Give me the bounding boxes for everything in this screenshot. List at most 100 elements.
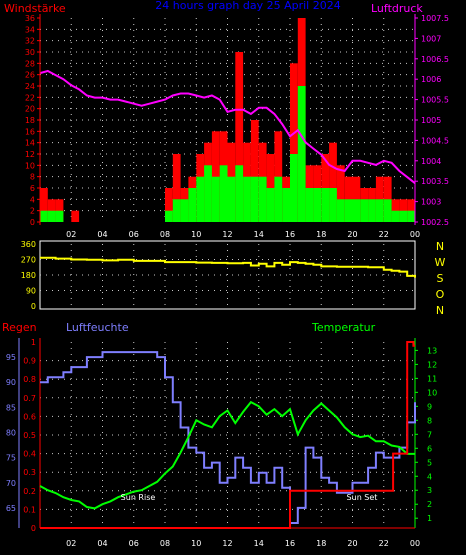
- wind-bar: [47, 210, 56, 222]
- wind-bar: [266, 188, 275, 222]
- wind-bar: [344, 199, 353, 222]
- compass-label: O: [436, 288, 445, 301]
- gust-bar: [274, 131, 283, 222]
- temperature-line: [39, 400, 415, 510]
- wind-tick-label: 28: [25, 59, 35, 68]
- rain-line: [40, 341, 415, 529]
- direction-tick-label: 0: [31, 302, 36, 311]
- humidity-temperature-rain-plot: 00.10.20.30.40.50.60.70.80.9165707580859…: [6, 338, 437, 548]
- rain-tick-label: 0.1: [23, 505, 36, 514]
- time-tick-label: 08: [160, 539, 170, 548]
- pressure-tick-label: 1007.5: [421, 14, 449, 23]
- wind-tick-label: 16: [25, 127, 35, 136]
- humidity-axis-title: Luftfeuchte: [66, 321, 129, 334]
- chart-title: 24 hours graph day 25 April 2024: [155, 0, 340, 12]
- pressure-tick-label: 1004: [421, 157, 441, 166]
- temperature-axis-title: Temperatur: [311, 321, 376, 334]
- wind-tick-label: 10: [25, 161, 35, 170]
- wind-bar: [290, 154, 298, 222]
- temperature-tick-label: 11: [427, 374, 437, 383]
- rain-tick-label: 0.9: [23, 357, 36, 366]
- time-tick-label: 04: [97, 230, 107, 239]
- gust-bar: [399, 199, 408, 222]
- gust-bar: [172, 154, 181, 222]
- pressure-tick-label: 1003: [421, 198, 441, 207]
- temperature-tick-label: 5: [427, 458, 432, 467]
- wind-tick-label: 22: [25, 93, 35, 102]
- direction-tick-label: 270: [21, 256, 36, 265]
- temperature-tick-label: 4: [427, 472, 432, 481]
- wind-bar: [407, 210, 415, 222]
- time-tick-label: 14: [254, 230, 264, 239]
- wind-tick-label: 4: [30, 195, 35, 204]
- pressure-line: [39, 69, 416, 184]
- humidity-tick-label: 85: [6, 403, 16, 412]
- wind-bar: [243, 176, 251, 222]
- time-tick-label: 04: [97, 539, 107, 548]
- gust-bar: [55, 199, 64, 222]
- wind-tick-label: 2: [30, 207, 35, 216]
- gust-bar: [407, 199, 415, 222]
- wind-tick-label: 8: [30, 173, 35, 182]
- direction-tick-label: 360: [21, 240, 36, 249]
- compass-label: W: [435, 256, 446, 269]
- wind-bar: [172, 199, 181, 222]
- time-tick-label: 12: [222, 539, 232, 548]
- rain-tick-label: 0.7: [23, 394, 36, 403]
- rain-tick-label: 0.4: [23, 450, 36, 459]
- wind-bar: [250, 176, 259, 222]
- wind-bar: [305, 188, 314, 222]
- wind-bar: [227, 176, 236, 222]
- time-tick-label: 02: [66, 230, 76, 239]
- time-tick-label: 18: [316, 230, 326, 239]
- wind-bar: [235, 165, 244, 222]
- temperature-tick-label: 3: [427, 486, 432, 495]
- wind-bar: [55, 210, 64, 222]
- temperature-tick-label: 2: [427, 500, 432, 509]
- wind-tick-label: 34: [25, 25, 35, 34]
- time-tick-label: 06: [129, 539, 139, 548]
- wind-bar: [219, 165, 228, 222]
- gust-bar: [40, 188, 48, 222]
- time-tick-label: 08: [160, 230, 170, 239]
- gust-bar: [165, 188, 173, 222]
- wind-tick-label: 20: [25, 105, 35, 114]
- humidity-tick-label: 95: [6, 353, 16, 362]
- time-tick-label: 16: [285, 230, 295, 239]
- wind-bar: [165, 210, 173, 222]
- wind-bar: [196, 176, 205, 222]
- temperature-tick-label: 12: [427, 360, 437, 369]
- time-tick-label: 14: [254, 539, 264, 548]
- humidity-tick-label: 75: [6, 454, 16, 463]
- time-tick-label: 00: [410, 230, 420, 239]
- wind-bar: [391, 210, 400, 222]
- pressure-tick-label: 1005.5: [421, 96, 449, 105]
- wind-tick-label: 0: [30, 218, 35, 227]
- rain-tick-label: 0.2: [23, 487, 36, 496]
- sunrise-label: Sun Rise: [121, 493, 156, 502]
- wind-tick-label: 36: [25, 14, 35, 23]
- time-tick-label: 22: [379, 539, 389, 548]
- wind-tick-label: 30: [25, 48, 35, 57]
- wind-bar: [274, 176, 283, 222]
- time-tick-label: 06: [129, 230, 139, 239]
- time-tick-label: 10: [191, 230, 201, 239]
- gust-bar: [336, 165, 345, 222]
- temperature-tick-label: 10: [427, 388, 437, 397]
- time-tick-label: 20: [347, 539, 357, 548]
- pressure-tick-label: 1003.5: [421, 177, 449, 186]
- direction-tick-label: 180: [21, 271, 36, 280]
- pressure-tick-label: 1007: [421, 34, 441, 43]
- wind-bar: [399, 210, 408, 222]
- wind-bar: [383, 199, 392, 222]
- pressure-tick-label: 1005: [421, 116, 441, 125]
- compass-label: N: [436, 304, 444, 317]
- wind-bar: [297, 86, 306, 222]
- wind-bar: [368, 199, 376, 222]
- gust-bar: [235, 52, 244, 222]
- wind-tick-label: 6: [30, 184, 35, 193]
- pressure-tick-label: 1004.5: [421, 136, 449, 145]
- wind-bar: [352, 199, 361, 222]
- sunset-label: Sun Set: [347, 493, 378, 502]
- wind-tick-label: 24: [25, 82, 35, 91]
